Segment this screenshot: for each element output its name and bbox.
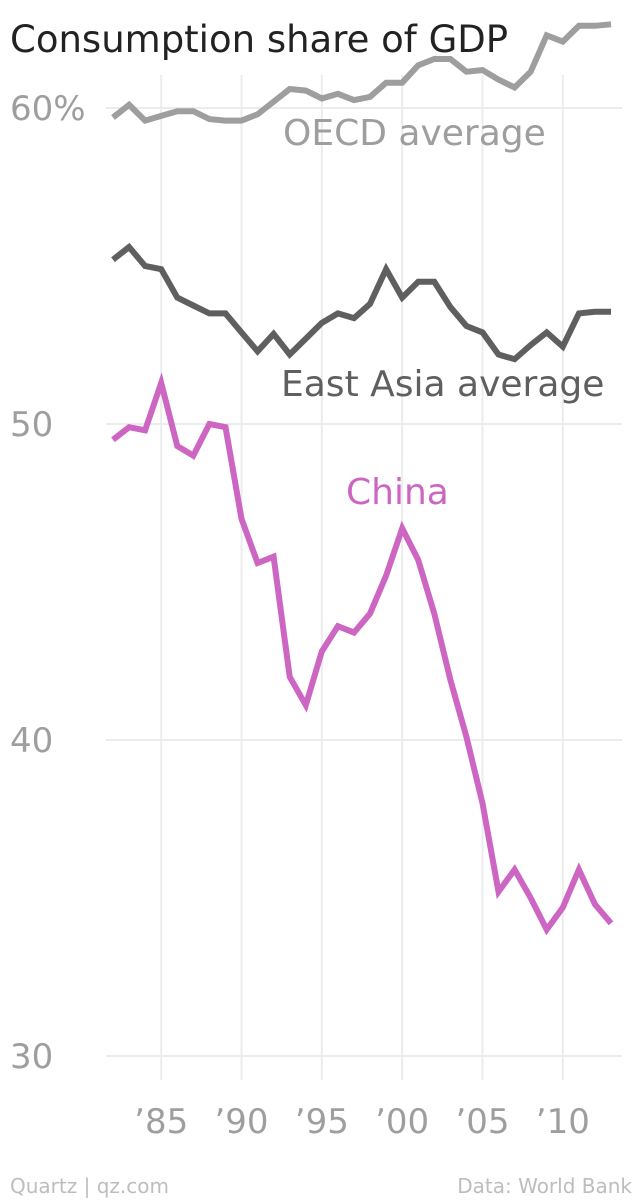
- x-tick-label: ’00: [375, 1102, 429, 1142]
- chart-title: Consumption share of GDP: [10, 18, 508, 61]
- x-axis-tick-labels: ’85 ’90 ’95 ’00 ’05 ’10: [134, 1102, 590, 1142]
- footer-credit: Quartz | qz.com: [10, 1174, 169, 1198]
- series-label-china: China: [346, 472, 449, 513]
- x-tick-label: ’85: [134, 1102, 188, 1142]
- y-tick-label: 40: [10, 721, 53, 761]
- y-axis-tick-labels: 60% 50 40 30: [10, 89, 86, 1077]
- chart-series: [111, 21, 614, 936]
- series-line-east-asia-average: [111, 242, 611, 363]
- x-tick-label: ’90: [214, 1102, 268, 1142]
- x-tick-label: ’95: [295, 1102, 349, 1142]
- y-tick-label: 50: [10, 405, 53, 445]
- series-labels: OECD average East Asia average China: [281, 113, 604, 513]
- y-tick-label: 60%: [10, 89, 86, 129]
- footer-source: Data: World Bank: [457, 1174, 632, 1198]
- y-tick-label: 30: [10, 1037, 53, 1077]
- x-tick-label: ’10: [536, 1102, 590, 1142]
- series-label-east-asia-average: East Asia average: [281, 364, 604, 405]
- series-line-oecd-average: [111, 21, 612, 124]
- series-line-china: [111, 372, 614, 936]
- x-tick-label: ’05: [455, 1102, 509, 1142]
- series-label-oecd-average: OECD average: [283, 113, 546, 154]
